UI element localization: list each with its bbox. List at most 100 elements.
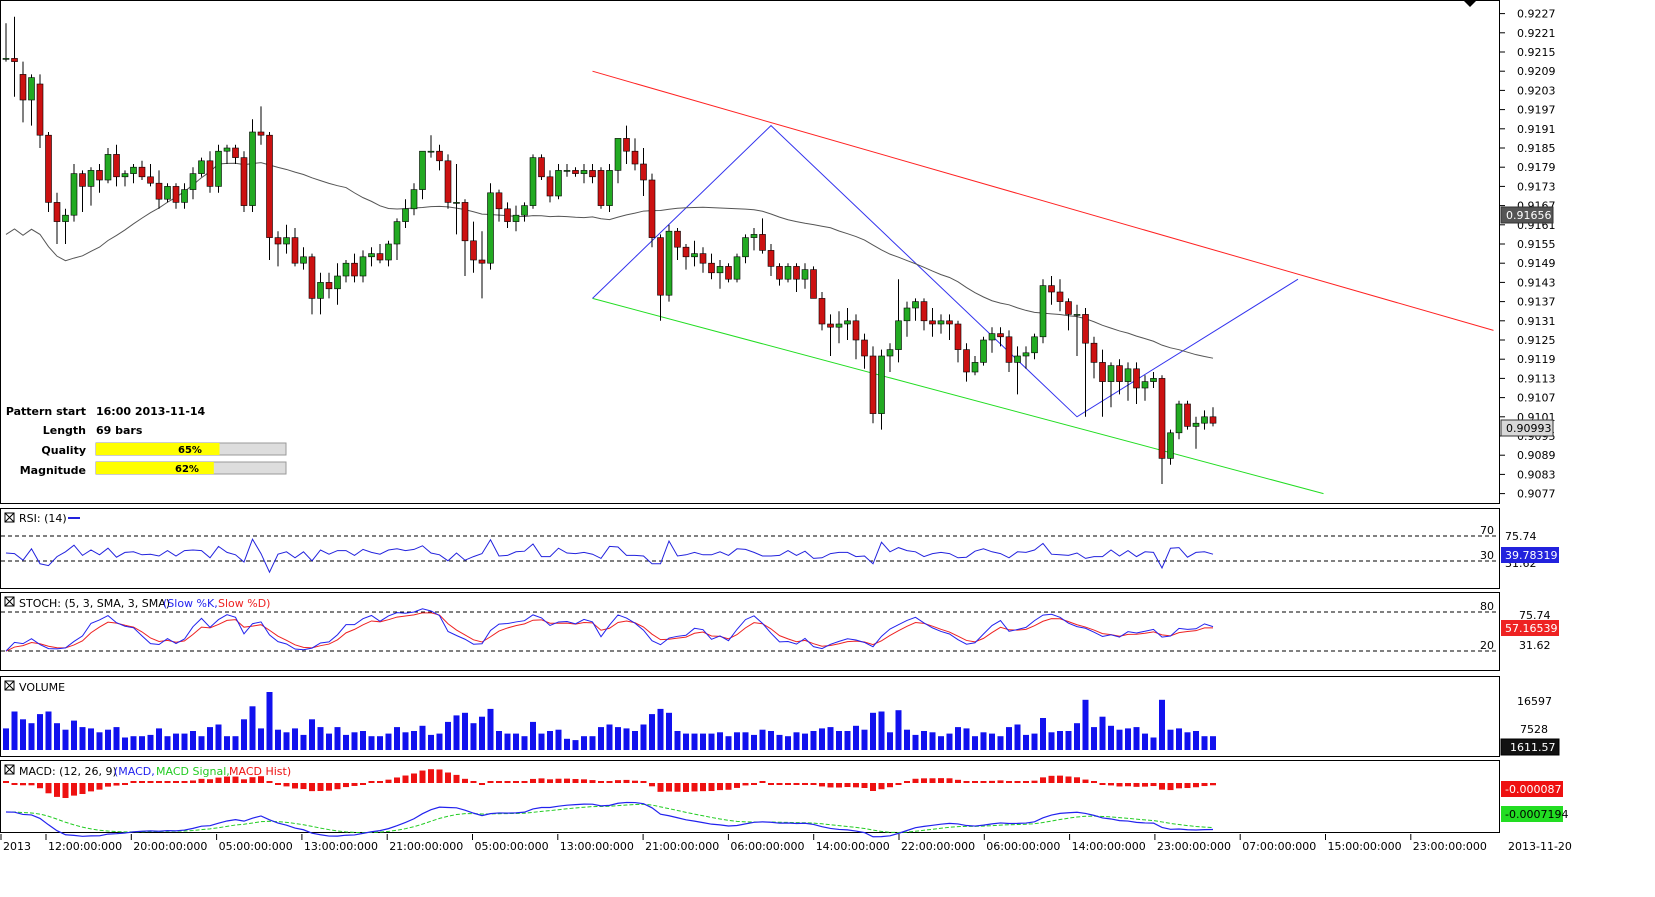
bearish-candle — [1133, 368, 1140, 389]
volume-bar — [385, 733, 392, 750]
macd-hist-bar — [402, 775, 409, 783]
volume-bar — [453, 715, 460, 750]
volume-bar — [793, 732, 800, 750]
macd-hist-bar — [224, 776, 230, 783]
price-tick-label: 0.9155 — [1517, 238, 1556, 251]
bearish-candle — [597, 170, 605, 206]
macd-hist-bar — [538, 778, 545, 783]
volume-bar — [912, 734, 919, 750]
macd-hist-bar — [232, 776, 239, 783]
macd-hist-bar — [300, 783, 307, 790]
volume-bars — [3, 692, 1216, 750]
macd-hist-bar — [742, 783, 749, 786]
macd-hist-bar — [62, 783, 69, 799]
price-tick-label: 0.9197 — [1517, 104, 1556, 117]
volume-bar — [589, 736, 596, 750]
macd-hist-bar — [598, 781, 604, 783]
volume-bar — [776, 734, 783, 750]
bearish-candle — [96, 170, 103, 181]
rsi-level-30-label: 30 — [1480, 549, 1494, 562]
macd-header: MACD: (12, 26, 9) (MACD, MACD Signal, MA… — [4, 764, 291, 778]
bearish-candle — [206, 160, 214, 187]
macd-hist-bar — [802, 783, 808, 785]
macd-hist-bar — [470, 781, 477, 783]
bullish-candle — [878, 355, 885, 414]
volume-bar — [258, 728, 264, 750]
bullish-candle — [1073, 314, 1081, 316]
quality-value: 65% — [178, 445, 202, 456]
stoch-k-label: (Slow %K, — [163, 597, 218, 610]
bearish-candle — [861, 339, 868, 357]
volume-title: VOLUME — [19, 681, 65, 694]
time-tick-label: 05:00:00:000 — [475, 840, 549, 853]
volume-bar — [530, 721, 536, 750]
bullish-candle — [62, 214, 69, 222]
volume-bar — [241, 719, 247, 750]
svg-text:-0.000087: -0.000087 — [1505, 783, 1561, 796]
pattern-info: Pattern start 16:00 2013-11-14 Length 69… — [6, 405, 287, 477]
price-axis: 0.9227 0.9221 0.9215 0.9209 0.9203 0.9197 0.91… — [1500, 8, 1556, 501]
volume-bar — [428, 734, 434, 750]
bearish-candle — [351, 262, 358, 277]
macd-hist-bar — [1082, 779, 1089, 783]
macd-hist-bar — [317, 783, 324, 792]
bearish-candle — [53, 202, 61, 222]
volume-bar — [547, 731, 553, 750]
stoch-level-80-label: 80 — [1480, 600, 1494, 613]
stoch-title: STOCH: (5, 3, SMA, 3, SMA) — [19, 597, 170, 610]
bullish-candle — [988, 333, 996, 341]
volume-bar — [1091, 727, 1097, 750]
bearish-candle — [648, 179, 656, 238]
bearish-candle — [818, 298, 826, 325]
volume-bar — [190, 731, 196, 750]
stoch-d-label: Slow %D) — [218, 597, 270, 610]
macd-hist-bar — [997, 780, 1004, 783]
bearish-candle — [538, 157, 545, 178]
macd-hist-bar — [3, 781, 9, 783]
volume-bar — [54, 723, 60, 750]
volume-bar — [122, 737, 128, 750]
macd-hist-bar — [870, 783, 876, 791]
macd-hist-bar — [963, 781, 970, 783]
macd-hist-bar — [368, 781, 375, 783]
time-tick-label: 12:00:00:000 — [48, 840, 122, 853]
bullish-candle — [606, 170, 613, 206]
macd-hist-bar — [555, 778, 562, 783]
volume-bar — [538, 733, 545, 750]
bullish-candle — [427, 150, 435, 153]
bullish-candle — [895, 320, 902, 350]
bearish-candle — [461, 202, 469, 242]
bullish-candle — [368, 253, 375, 258]
macd-hist-bar — [419, 770, 426, 783]
macd-hist-bar — [649, 783, 655, 787]
bullish-candle — [1124, 368, 1132, 382]
volume-bar — [606, 724, 613, 750]
scroll-marker-icon[interactable] — [1463, 0, 1477, 7]
macd-hist-bar — [521, 781, 528, 783]
macd-hist-bar — [776, 783, 783, 785]
bearish-candle — [699, 253, 707, 264]
stoch-k-line — [5, 608, 1214, 652]
volume-bar — [878, 711, 885, 750]
macd-hist-bar — [37, 783, 43, 789]
macd-hist-bar — [1040, 777, 1046, 783]
volume-bar — [326, 733, 332, 750]
volume-bar — [955, 727, 961, 750]
macd-hist-bar — [606, 781, 613, 783]
volume-bar — [479, 716, 485, 750]
price-tick-label: 0.9131 — [1517, 315, 1556, 328]
price-tick-label: 0.9137 — [1517, 296, 1556, 309]
volume-bar — [130, 736, 137, 750]
bullish-candle — [87, 170, 95, 187]
macd-hist-bar — [496, 781, 502, 783]
bullish-candle — [521, 205, 528, 216]
macd-hist-bar — [113, 783, 120, 786]
macd-hist-bar — [708, 783, 715, 792]
volume-bar — [921, 731, 927, 750]
bearish-candle — [674, 230, 681, 248]
bearish-candle — [997, 333, 1004, 338]
volume-bar — [836, 731, 842, 750]
bullish-candle — [512, 214, 520, 222]
volume-bar — [810, 731, 817, 750]
